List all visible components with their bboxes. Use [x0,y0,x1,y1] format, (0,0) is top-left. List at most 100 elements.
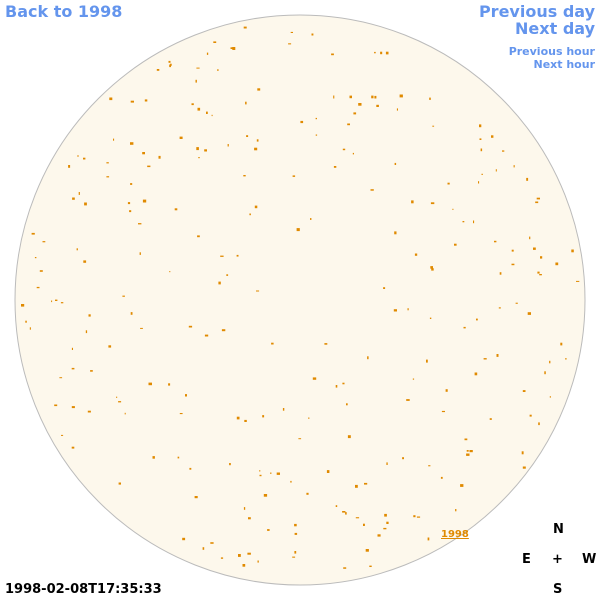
speckle [254,147,258,151]
speckle [310,218,312,220]
speckle [430,202,435,205]
speckle [386,521,389,524]
speckle [210,542,214,544]
speckle [109,97,113,101]
speckle [533,247,536,250]
speckle [282,408,285,411]
speckle [271,342,274,345]
speckle [326,470,330,473]
speckle [221,329,226,332]
speckle [495,169,497,172]
speckle [365,549,369,552]
speckle [511,249,514,252]
speckle [353,112,357,115]
speckle [537,271,540,274]
speckle [511,263,515,266]
speckle [39,270,43,272]
speckle [118,482,121,485]
speckle [346,403,348,406]
speckle [440,476,443,479]
speckle [213,41,217,43]
speckle [83,157,86,160]
speckle [182,537,186,541]
speckle [306,492,309,495]
compass-west: W [582,552,597,567]
speckle [87,410,91,413]
speckle [515,302,518,304]
speckle [333,95,335,99]
speckle [576,280,580,282]
speckle [363,523,365,526]
speckle [169,271,171,273]
next-hour-link[interactable]: Next hour [533,58,596,71]
speckle [230,47,234,49]
speckle [489,418,492,420]
speckle [454,243,457,246]
speckle [386,462,388,465]
speckle [347,123,350,126]
speckle [71,347,73,350]
speckle [72,197,75,200]
speckle [479,124,482,128]
speckle [324,343,328,345]
speckle [352,152,354,155]
speckle [498,307,501,309]
speckle [560,342,563,346]
speckle [522,390,526,392]
back-link[interactable]: Back to 1998 [5,2,123,21]
speckle [335,505,338,507]
speckle [179,413,183,415]
speckle [196,147,199,151]
speckle [431,268,434,271]
speckle [463,326,466,329]
speckle [290,31,293,33]
speckle [206,52,209,55]
speckle [529,414,532,417]
speckle [249,213,251,216]
speckle [413,515,416,518]
speckle [369,565,372,567]
region-label[interactable]: 1998 [441,529,469,540]
speckle [371,95,374,99]
speckle [217,69,219,71]
speckle [294,551,297,554]
speckle [140,327,143,329]
speckle [247,552,251,555]
speckle [407,308,409,311]
speckle [429,97,431,100]
speckle [188,325,193,328]
speckle [426,359,428,363]
speckle [51,300,53,303]
speckle [364,482,368,485]
speckle [148,382,152,386]
speckle [254,205,258,209]
speckle [106,176,110,178]
speckle [34,257,37,259]
speckle [540,256,543,259]
speckle [294,523,297,527]
speckle [539,274,542,276]
compass-south: S [553,582,563,597]
speckle [232,47,236,50]
next-day-link[interactable]: Next day [515,19,595,38]
compass-north: N [553,522,564,537]
speckle [521,451,524,455]
speckle [130,183,133,185]
speckle [158,155,161,159]
speckle [479,138,482,140]
speckle [549,396,551,398]
speckle [245,101,247,105]
speckle [491,135,494,138]
speckle [347,435,351,439]
speckle [529,236,531,240]
speckle [256,290,260,292]
previous-day-link[interactable]: Previous day [478,2,595,21]
speckle [106,162,109,164]
previous-hour-link[interactable]: Previous hour [508,45,595,58]
speckle [411,200,414,204]
speckle [116,396,118,398]
speckle [526,177,529,181]
speckle [374,51,376,54]
speckle [349,95,352,99]
